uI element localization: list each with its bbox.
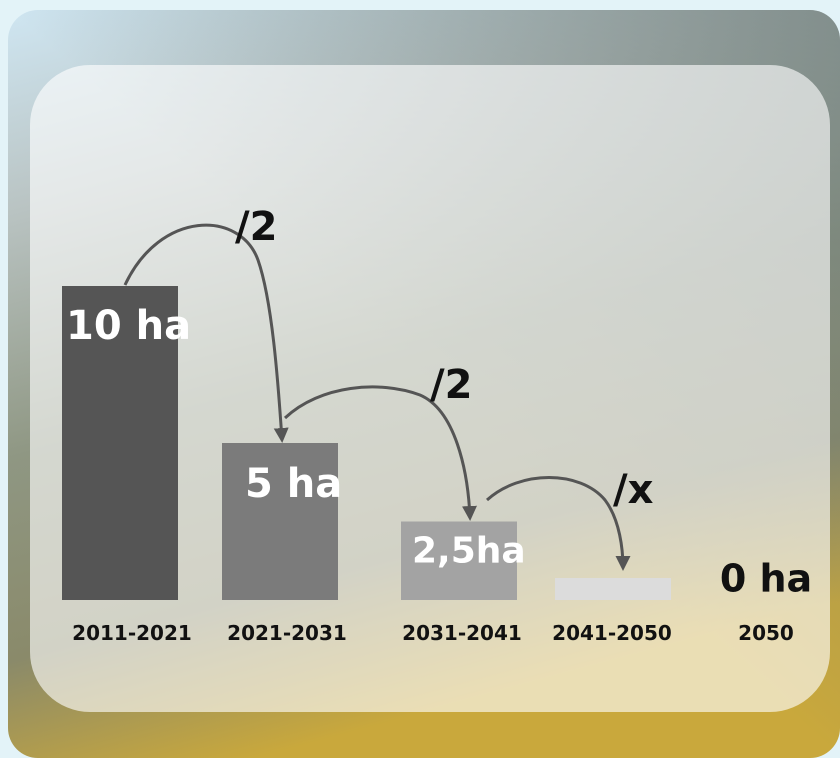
value-label: 5 ha [245, 461, 342, 507]
bar [555, 578, 671, 600]
x-tick-label: 2031-2041 [402, 621, 522, 645]
annotation: /x [613, 467, 654, 513]
x-tick-label: 2021-2031 [227, 621, 347, 645]
value-label: 10 ha [66, 303, 191, 349]
x-tick-label: 2011-2021 [72, 621, 192, 645]
annotation: /2 [430, 362, 472, 408]
annotation: /2 [235, 204, 277, 250]
chart: 2011-2021 10 ha 2021-2031 5 ha 2031-2041 2,5h… [0, 0, 840, 758]
x-tick-label: 2050 [738, 621, 794, 645]
x-tick-label: 2041-2050 [552, 621, 672, 645]
value-label: 0 ha [720, 556, 812, 600]
page: {"chart_data": {"type": "bar", "categori… [0, 0, 840, 758]
value-label: 2,5ha [412, 531, 526, 572]
